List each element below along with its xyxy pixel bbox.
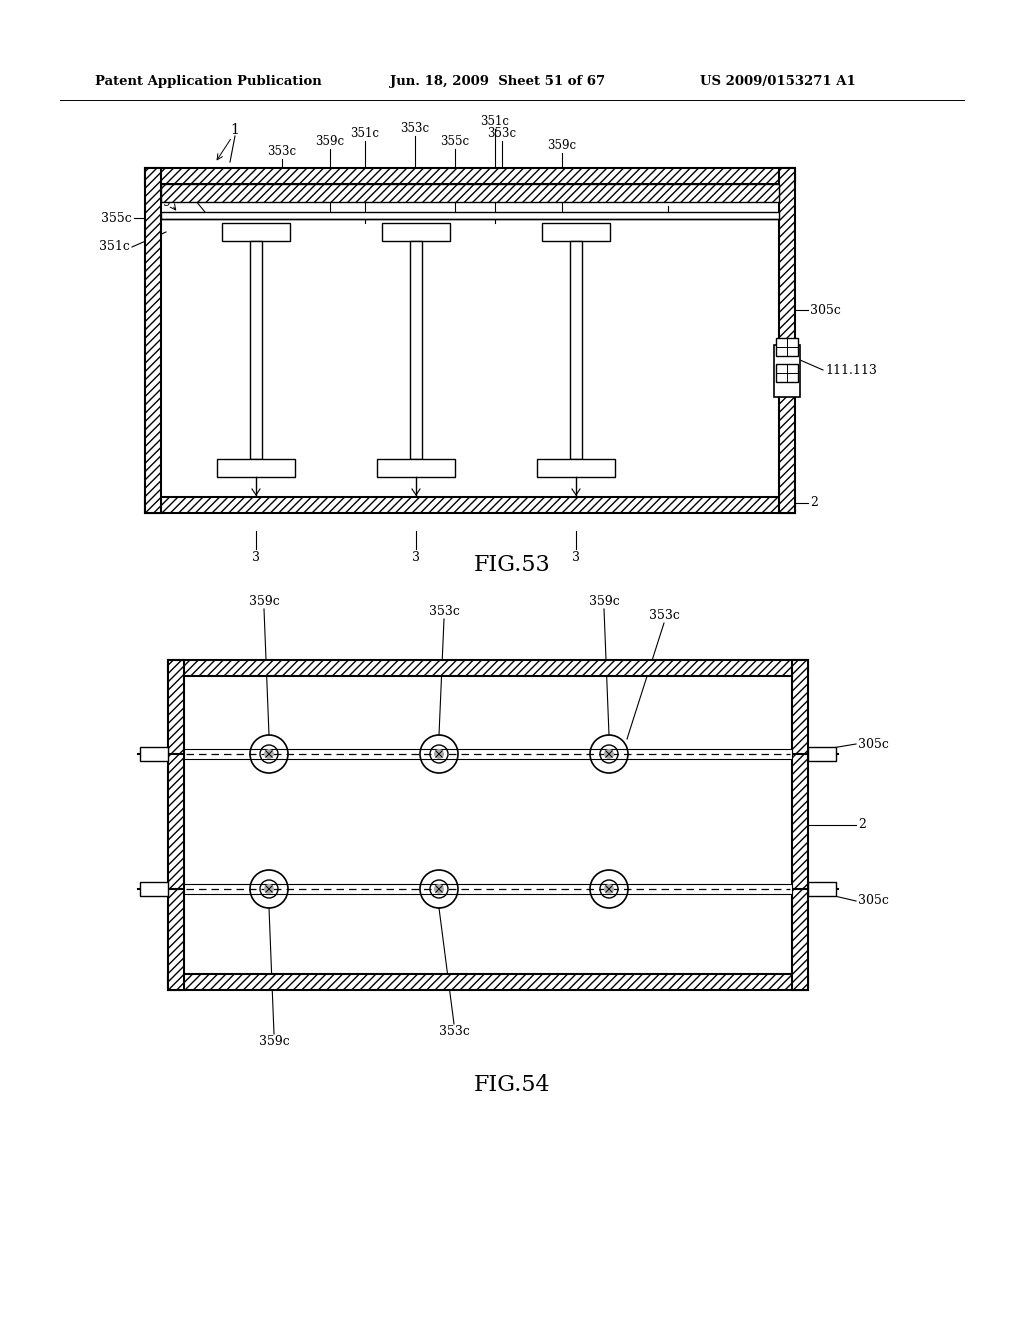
Circle shape [604,748,614,759]
Text: 359c: 359c [315,135,344,148]
Circle shape [264,748,274,759]
Text: 359c: 359c [548,139,577,152]
Text: 351c: 351c [350,127,380,140]
Circle shape [434,748,444,759]
Bar [776,364,798,381]
Bar [145,168,161,513]
Text: Patent Application Publication: Patent Application Publication [95,75,322,88]
Text: FIG.54: FIG.54 [474,1074,550,1096]
Circle shape [264,884,274,894]
Text: Jun. 18, 2009  Sheet 51 of 67: Jun. 18, 2009 Sheet 51 of 67 [390,75,605,88]
Bar [808,882,836,896]
Bar [779,168,795,513]
Text: 305c: 305c [858,738,889,751]
Text: 3: 3 [252,550,260,564]
Bar [168,974,808,990]
Text: 351c: 351c [480,115,510,128]
Text: 355c: 355c [440,135,470,148]
Bar [537,459,615,477]
Bar [779,168,795,513]
Text: 2: 2 [858,818,866,832]
Text: 305c: 305c [810,304,841,317]
Bar [140,747,168,762]
Bar [792,660,808,990]
Bar [792,660,808,990]
Text: 359c: 359c [249,595,280,609]
Text: 2: 2 [810,496,818,510]
Bar [161,183,779,498]
Bar [222,223,290,242]
Bar [776,338,798,356]
Text: 305c: 305c [858,895,889,908]
Text: FIG.53: FIG.53 [474,554,550,576]
Bar [808,747,836,762]
Bar [570,242,582,459]
Circle shape [434,884,444,894]
Bar [382,223,450,242]
Bar [145,498,795,513]
Bar [168,660,808,676]
Bar [250,242,262,459]
Text: 353c: 353c [267,145,297,158]
Bar [140,882,168,896]
Bar [161,183,779,202]
Bar [184,676,792,974]
Text: 351c: 351c [99,240,130,253]
Text: 353c: 353c [487,127,516,140]
Text: 9a: 9a [187,190,203,202]
Text: 353c: 353c [429,605,460,618]
Text: 3: 3 [572,550,580,564]
Text: 111.113: 111.113 [825,363,877,376]
Text: 353c: 353c [438,1026,469,1038]
Bar [145,498,795,513]
Bar [161,213,779,219]
Text: 355c: 355c [101,211,132,224]
Bar [410,242,422,459]
Bar [168,660,184,990]
Text: 353c: 353c [648,609,680,622]
Bar [145,168,795,183]
Bar [184,884,792,894]
Text: US 2009/0153271 A1: US 2009/0153271 A1 [700,75,856,88]
Text: 353c: 353c [400,121,429,135]
Bar [145,168,795,183]
Bar [168,974,808,990]
Bar [161,183,779,202]
Text: 9: 9 [162,195,170,209]
Bar [377,459,455,477]
Bar [145,168,161,513]
Text: 1: 1 [230,123,240,137]
Bar [168,660,808,676]
Bar [542,223,610,242]
Bar [217,459,295,477]
Bar [184,748,792,759]
Text: 3: 3 [412,550,420,564]
Text: 359c: 359c [589,595,620,609]
Bar [774,345,800,397]
Text: 359c: 359c [259,1035,290,1048]
Bar [168,660,184,990]
Circle shape [604,884,614,894]
Text: 355c: 355c [653,191,683,205]
